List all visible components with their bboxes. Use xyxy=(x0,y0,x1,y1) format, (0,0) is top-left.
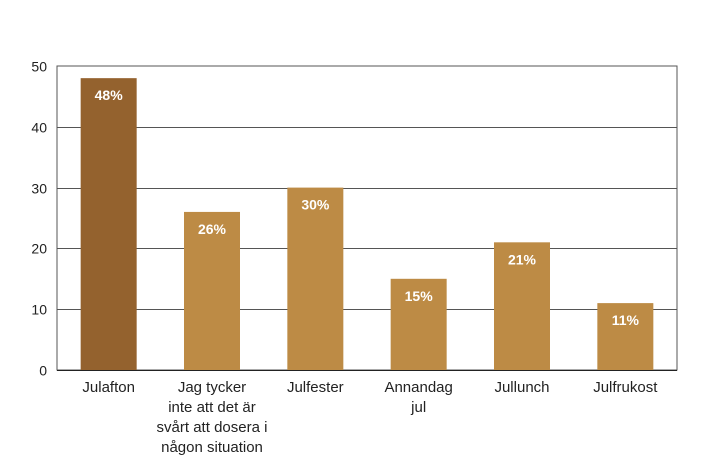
x-category-label: Julfrukost xyxy=(593,379,658,396)
x-category-label-line: inte att det är xyxy=(168,399,256,416)
x-category-label-line: svårt att dosera i xyxy=(157,419,268,436)
x-category-label: Jullunch xyxy=(494,379,549,396)
bar xyxy=(390,278,447,370)
y-tick-label: 10 xyxy=(31,302,47,318)
x-category-label-line: Jullunch xyxy=(494,379,549,396)
y-tick-label: 40 xyxy=(31,120,47,136)
data-label: 15% xyxy=(405,288,434,304)
y-tick-label: 20 xyxy=(31,241,47,257)
x-category-label: Jag tycker inte att det är svårt att doser… xyxy=(157,379,268,456)
plot-frame xyxy=(56,65,678,371)
bar xyxy=(287,187,344,370)
x-category-label-line: jul xyxy=(410,399,426,416)
y-tick-label: 0 xyxy=(39,363,47,379)
x-category-label-line: Julafton xyxy=(82,379,135,396)
data-label: 21% xyxy=(508,251,537,267)
data-label: 26% xyxy=(198,221,227,237)
data-label: 48% xyxy=(95,87,124,103)
y-tick-label: 30 xyxy=(31,181,47,197)
bar xyxy=(597,303,654,370)
x-category-label-line: Julfrukost xyxy=(593,379,658,396)
x-category-label: Julafton xyxy=(82,379,135,396)
x-category-label: Julfester xyxy=(287,379,344,396)
data-label: 30% xyxy=(301,197,330,213)
x-category-label-line: Jag tycker xyxy=(178,379,246,396)
y-tick-label: 50 xyxy=(31,59,47,75)
data-label: 11% xyxy=(612,312,640,328)
x-category-label-line: någon situation xyxy=(161,439,263,456)
bar xyxy=(80,78,137,370)
x-category-label-line: Julfester xyxy=(287,379,344,396)
bar xyxy=(184,211,240,370)
x-category-label: Annandag jul xyxy=(384,379,452,416)
x-category-label-line: Annandag xyxy=(384,379,452,396)
bar xyxy=(494,242,550,370)
